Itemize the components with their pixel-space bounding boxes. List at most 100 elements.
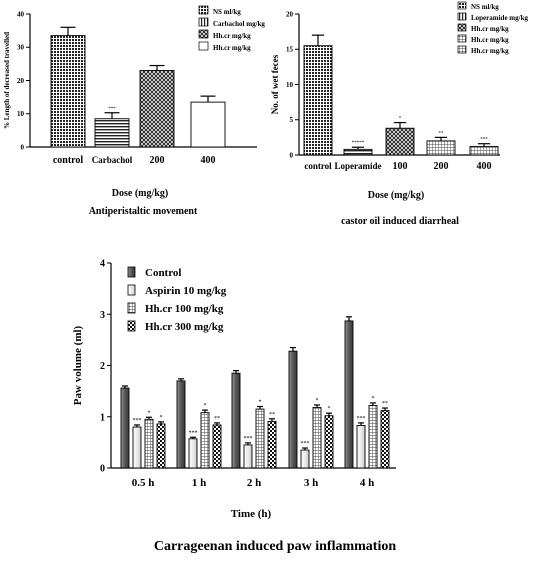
bar-hh-cr-100-mg-kg-0-5-h [144, 418, 154, 469]
legend-swatch [198, 29, 209, 39]
bar-control-2-h [231, 372, 241, 469]
legend-entry: Hh.cr mg/kg [471, 36, 509, 44]
x-tick-label: 2 h [247, 477, 261, 489]
bar-200 [139, 70, 175, 148]
significance-label: * [328, 406, 331, 412]
y-tick-label: 20 [17, 77, 25, 85]
significance-label: * [148, 410, 151, 416]
bar-aspirin-10-mg-kg-0-5-h [132, 426, 142, 469]
significance-label: ** [382, 401, 388, 407]
y-axis-label: Paw volume (ml) [72, 325, 84, 405]
y-tick-label: 20 [286, 10, 294, 18]
significance-label: ** [269, 412, 275, 418]
significance-label: * [160, 415, 163, 421]
x-tick-label: Loperamide [335, 161, 382, 171]
figure-caption: Carrageenan induced paw inflammation [153, 539, 397, 554]
chart-title: Antiperistaltic movement [89, 206, 198, 217]
x-axis-label: Time (h) [231, 508, 272, 520]
significance-label: * [259, 400, 262, 406]
significance-label: * [372, 396, 375, 402]
y-tick-label: 5 [290, 116, 294, 124]
bar-loperamide [343, 148, 373, 156]
bar-aspirin-10-mg-kg-2-h [243, 444, 253, 469]
bar-hh-cr-300-mg-kg-3-h [324, 415, 334, 469]
legend-swatch [127, 302, 136, 314]
bar-hh-cr-300-mg-kg-4-h [380, 410, 390, 469]
bar-200 [426, 140, 456, 156]
significance-label: * [316, 398, 319, 404]
legend-swatch [127, 320, 136, 332]
significance-label: *** [301, 441, 310, 447]
x-tick-label: control [53, 155, 84, 166]
x-tick-label: 0.5 h [132, 477, 155, 489]
significance-label: *** [108, 107, 116, 112]
bar-control [50, 35, 86, 148]
x-axis-label: Dose (mg/kg) [112, 188, 168, 199]
legend-entry: Carbachol mg/kg [213, 20, 265, 28]
chart-castor-oil: 0 5 10 15 20 No. of wet feces Dose (mg/kg) cast… [270, 1, 528, 227]
bar-hh-cr-300-mg-kg-0-5-h [156, 423, 166, 469]
x-tick-label: 1 h [192, 477, 206, 489]
x-tick-label: 200 [150, 155, 165, 166]
significance-label: *** [133, 418, 142, 424]
y-axis-label: % Length of decreased travelled [3, 32, 11, 129]
significance-label: *** [480, 138, 488, 143]
legend-entry: Hh.cr mg/kg [471, 25, 509, 33]
legend-entry: Aspirin 10 mg/kg [145, 285, 227, 297]
legend-swatch [198, 41, 209, 51]
y-tick-label: 15 [286, 46, 294, 54]
legend-entry: Hh.cr mg/kg [213, 32, 251, 40]
bar-400 [190, 101, 226, 148]
chart-title: castor oil induced diarrheal [341, 216, 459, 227]
bar-aspirin-10-mg-kg-3-h [300, 449, 310, 469]
legend-swatch [198, 17, 209, 27]
bar-control-0-5-h [120, 387, 130, 469]
bar-hh-cr-100-mg-kg-4-h [368, 405, 378, 469]
legend-entry: Hh.cr mg/kg [471, 47, 509, 55]
x-tick-label: 4 h [360, 477, 374, 489]
x-axis-label: Dose (mg/kg) [368, 190, 424, 201]
y-tick-label: 0 [100, 464, 105, 475]
bar-control-4-h [344, 320, 354, 469]
legend-entry: NS ml/kg [471, 3, 499, 11]
bar-400 [469, 146, 499, 156]
significance-label: *** [189, 430, 198, 436]
bar-carbachol [94, 118, 130, 148]
legend-entry: Loperamide mg/kg [471, 14, 528, 22]
y-tick-label: 10 [286, 81, 294, 89]
y-tick-label: 3 [100, 310, 105, 321]
x-tick-label: 3 h [304, 477, 318, 489]
bar-hh-cr-100-mg-kg-1-h [200, 412, 210, 469]
y-tick-label: 30 [17, 44, 25, 52]
bar-hh-cr-100-mg-kg-3-h [312, 407, 322, 469]
x-tick-label: 200 [434, 161, 449, 172]
legend-swatch [198, 5, 209, 15]
x-tick-label: 400 [201, 155, 216, 166]
legend-swatch [457, 34, 467, 43]
x-tick-label: Carbachol [92, 155, 133, 165]
bar-hh-cr-300-mg-kg-1-h [212, 424, 222, 469]
legend-swatch [457, 45, 467, 54]
bar-100 [385, 127, 415, 156]
y-axis-label: No. of wet feces [270, 54, 280, 114]
y-tick-label: 4 [100, 259, 105, 270]
bar-hh-cr-300-mg-kg-2-h [267, 420, 277, 469]
bar-hh-cr-100-mg-kg-2-h [255, 408, 265, 469]
x-tick-label: control [304, 161, 332, 171]
y-tick-label: 0 [21, 143, 25, 151]
y-tick-label: 0 [290, 151, 294, 159]
significance-label: * [204, 403, 207, 409]
bar-aspirin-10-mg-kg-1-h [188, 438, 198, 469]
y-tick-label: 2 [100, 361, 105, 372]
significance-label: ** [439, 131, 445, 136]
legend-swatch [457, 23, 467, 32]
legend-entry: Control [145, 267, 181, 279]
legend-swatch [457, 12, 467, 21]
significance-label: *** [357, 416, 366, 422]
y-tick-label: 40 [17, 10, 25, 18]
x-tick-label: 100 [393, 161, 408, 172]
legend-swatch [457, 1, 467, 10]
significance-label: ** [214, 416, 220, 422]
